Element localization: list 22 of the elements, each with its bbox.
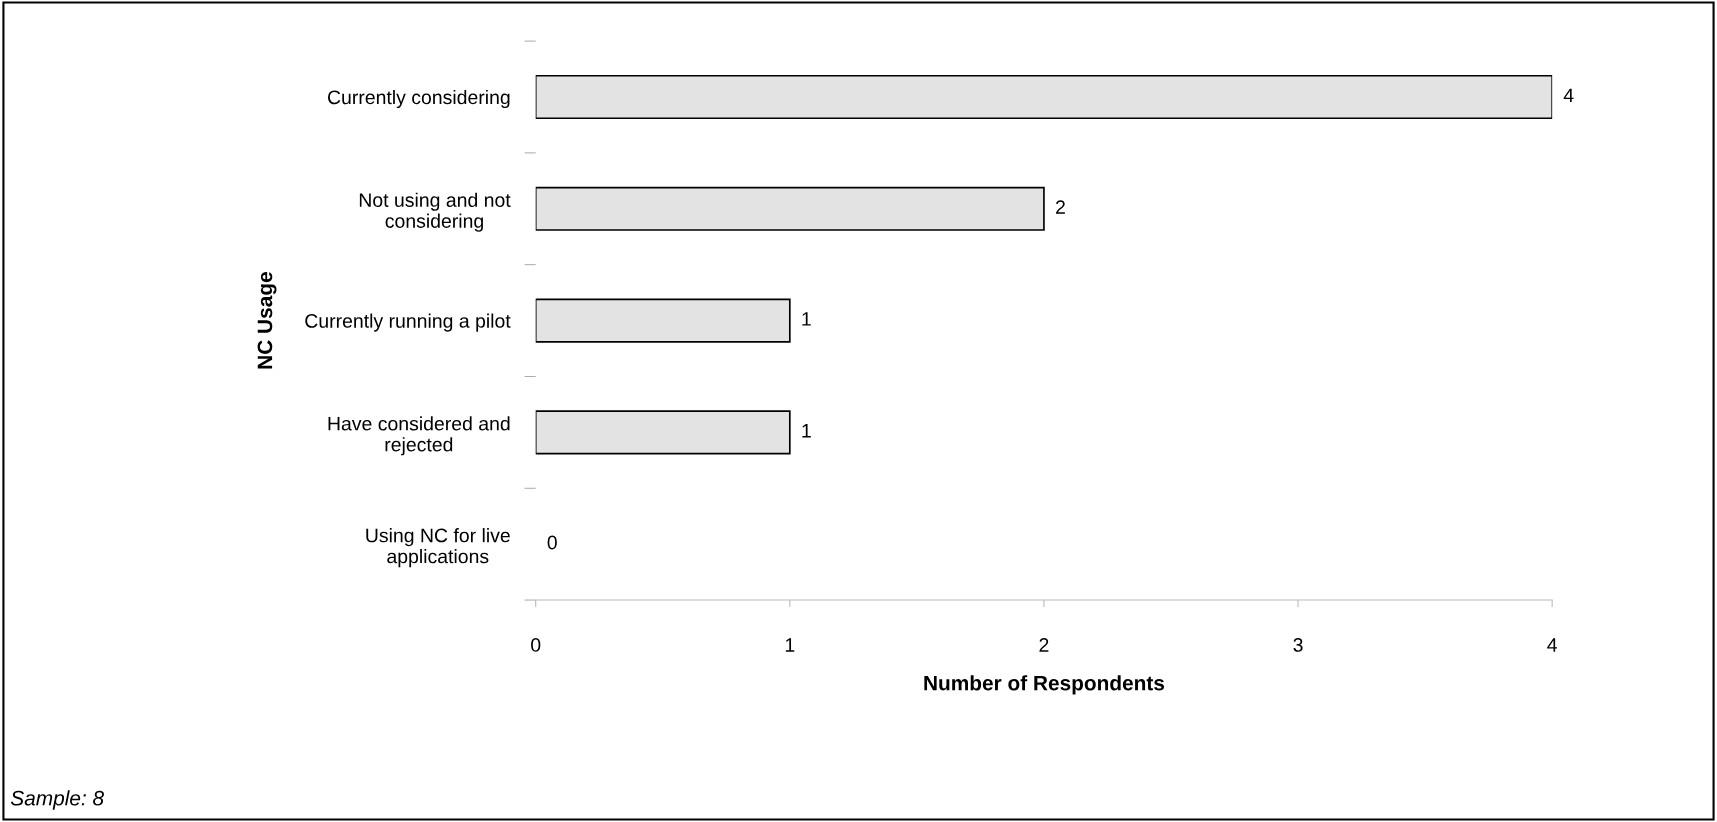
x-tick-label: 0 — [531, 638, 541, 652]
bar — [535, 186, 1045, 231]
data-label: 2 — [1056, 200, 1065, 214]
data-label: 4 — [1563, 88, 1574, 103]
bar — [535, 298, 791, 343]
data-label: 1 — [802, 312, 811, 326]
x-tick-label: 4 — [1547, 638, 1558, 652]
y-tick-label: Using NC for live applications — [366, 528, 510, 568]
y-tick-label: Not using and not considering — [359, 192, 511, 232]
y-tick-label: Currently running a pilot — [305, 313, 511, 332]
data-label: 0 — [547, 535, 557, 550]
data-label: 1 — [802, 424, 811, 438]
x-tick-label: 1 — [785, 638, 795, 652]
bar — [535, 74, 1553, 120]
y-tick-label: Have considered and rejected — [328, 416, 510, 456]
x-tick-label: 3 — [1293, 638, 1303, 652]
x-tick-label: 2 — [1039, 638, 1049, 652]
x-axis-title: Number of Respondents — [924, 675, 1165, 695]
y-tick-label: Currently considering — [327, 89, 510, 109]
y-axis-title: NC Usage — [257, 272, 277, 369]
bar — [535, 410, 791, 455]
text: Sample: 8 — [10, 790, 104, 810]
